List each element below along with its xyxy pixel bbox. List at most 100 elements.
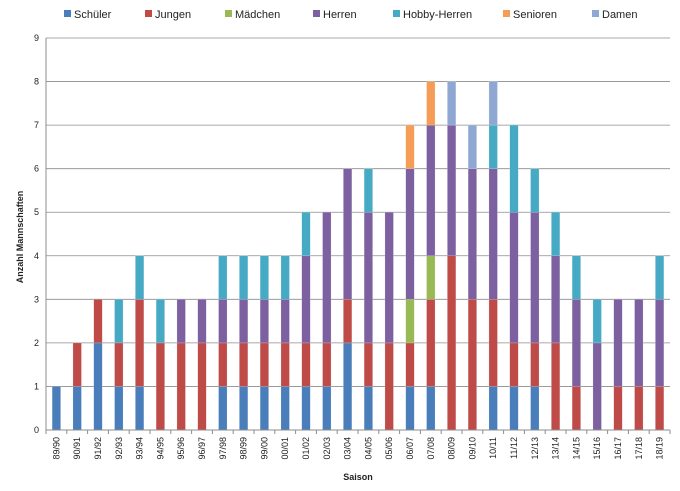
x-tick-label: 99/00 [259,437,269,460]
bar-segment-herren [530,211,540,344]
bar-segment-sch-ler [322,386,332,431]
bar-segment-senioren [405,124,415,169]
x-tick-label: 90/91 [72,437,82,460]
bar-segment-hobby-herren [155,299,165,344]
bar-segment-jungen [135,299,145,387]
x-tick-label: 03/04 [343,437,353,460]
x-tick-label: 91/92 [93,437,103,460]
legend-label: Mädchen [235,9,280,21]
bar-segment-hobby-herren [280,255,290,300]
bar-segment-hobby-herren [301,211,311,257]
bar-segment-jungen [405,342,415,387]
x-tick-label: 10/11 [488,437,498,459]
x-tick-label: 92/93 [114,437,124,460]
bar-segment-sch-ler [301,386,311,431]
bar-segment-herren [426,124,436,257]
bar-segment-sch-ler [239,386,249,431]
bar-segment-sch-ler [405,386,415,431]
x-tick-label: 04/05 [363,437,373,460]
x-tick-label: 00/01 [280,437,290,460]
bar-segment-sch-ler [530,386,540,431]
legend-swatch [592,10,599,17]
x-tick-label: 97/98 [218,437,228,460]
x-tick-label: 96/97 [197,437,207,460]
bar-segment-sch-ler [72,386,82,431]
bar-segment-hobby-herren [218,255,228,300]
bar-segment-sch-ler [51,386,61,431]
legend-swatch [313,10,320,17]
legend-label: Schüler [74,9,112,21]
bar-segment-hobby-herren [363,168,373,213]
x-tick-label: 14/15 [571,437,581,460]
bar-segment-herren [551,255,561,344]
bar-segment-sch-ler [488,386,498,431]
bar-segment-jungen [363,342,373,387]
bar-segment-herren [447,124,457,257]
x-tick-label: 95/96 [176,437,186,460]
bar-segment-jungen [530,342,540,387]
bar-segment-herren [363,211,373,344]
y-tick-label: 0 [34,425,39,435]
bar-segment-damen [467,124,477,169]
legend-swatch [503,10,510,17]
x-tick-label: 07/08 [426,437,436,460]
axes: 0 1 2 3 4 5 6 7 8 9 89/90 90/91 91/92 92/93 93/94 94/95… [34,33,671,460]
x-tick-label: 06/07 [405,437,415,460]
bar-segment-sch-ler [426,386,436,431]
bar-segment-hobby-herren [488,124,498,169]
bar-segment-jungen [93,299,103,344]
bar-segment-jungen [114,342,124,387]
bar-segment-damen [447,81,457,126]
y-tick-label: 9 [34,33,39,43]
bar-segment-herren [384,211,394,344]
bar-segment-jungen [384,342,394,431]
y-tick-label: 1 [34,381,39,391]
bar-segment-sch-ler [114,386,124,431]
bar-segment-m-dchen [405,299,415,344]
bar-segment-sch-ler [363,386,373,431]
bar-segment-hobby-herren [592,299,602,344]
x-tick-label: 05/06 [384,437,394,460]
bar-segment-jungen [322,342,332,387]
bar-segment-hobby-herren [509,124,519,213]
bar-segment-herren [301,255,311,344]
gridlines [46,37,670,431]
bar-segment-herren [259,299,269,344]
bar-segment-herren [405,168,415,300]
y-tick-label: 3 [34,294,39,304]
y-tick-label: 5 [34,207,39,217]
x-tick-label: 98/99 [239,437,249,460]
bar-segment-hobby-herren [135,255,145,300]
x-tick-label: 18/19 [655,437,665,460]
bar-segment-herren [343,168,353,300]
legend-label: Jungen [155,9,191,21]
bar-segment-jungen [655,386,665,431]
legend-swatch [145,10,152,17]
legend-swatch [393,10,400,17]
legend-label: Herren [323,9,357,21]
x-tick-label: 94/95 [155,437,165,460]
bar-segment-herren [634,299,644,387]
bar-segment-jungen [259,342,269,387]
y-axis-title: Anzahl Mannschaften [15,191,25,284]
bar-segment-m-dchen [426,255,436,300]
bar-segment-sch-ler [280,386,290,431]
x-tick-label: 17/18 [634,437,644,460]
bar-segment-damen [488,81,498,126]
bar-segment-jungen [218,342,228,387]
y-tick-label: 7 [34,120,39,130]
bar-segment-sch-ler [218,386,228,431]
bar-segment-hobby-herren [571,255,581,300]
bar-segment-herren [322,211,332,344]
bars [51,81,665,431]
x-tick-label: 93/94 [135,437,145,460]
bar-segment-sch-ler [343,342,353,431]
x-tick-label: 01/02 [301,437,311,460]
x-tick-label: 16/17 [613,437,623,460]
bar-segment-jungen [72,342,82,387]
x-tick-label: 13/14 [551,437,561,460]
bar-segment-jungen [426,299,436,387]
bar-segment-jungen [509,342,519,387]
bar-segment-hobby-herren [655,255,665,300]
bar-segment-herren [571,299,581,387]
